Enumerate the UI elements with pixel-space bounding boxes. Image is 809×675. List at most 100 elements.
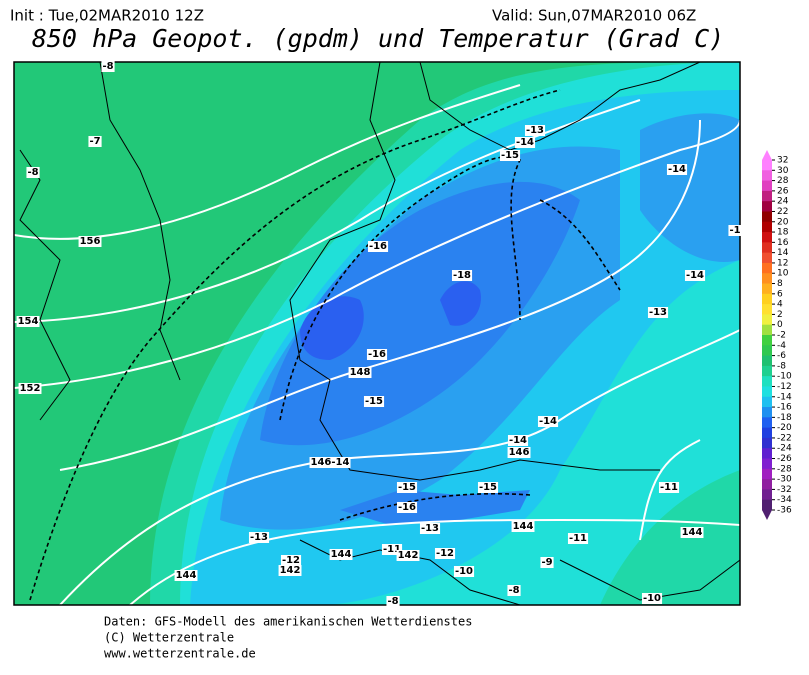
contour-label: 146-14 [309, 457, 351, 468]
colorbar-swatch [762, 273, 772, 285]
colorbar-swatch [762, 335, 772, 346]
colorbar-swatch [762, 221, 772, 233]
colorbar-label: 0 [777, 320, 783, 330]
contour-label: 156 [78, 236, 102, 247]
colorbar-swatch [762, 427, 772, 439]
colorbar-swatch [762, 170, 772, 182]
contour-label-text: -7 [89, 136, 100, 147]
colorbar-swatch [762, 242, 772, 254]
contour-label-text: -8 [102, 61, 113, 72]
colorbar-label: -10 [777, 372, 792, 382]
colorbar-swatch [762, 479, 772, 490]
contour-label-text: -15 [479, 482, 497, 493]
contour-label-text: 144 [682, 527, 703, 538]
label-box [511, 521, 535, 532]
label-box [396, 550, 420, 561]
colorbar-swatch [762, 365, 772, 377]
colorbar-swatch [762, 345, 772, 357]
valid-time: Valid: Sun,07MAR2010 06Z [492, 7, 696, 25]
label-box [524, 125, 546, 136]
label-box [453, 566, 475, 577]
contour-label-text: -12 [282, 555, 300, 566]
map: -8-7-8156154152-16-18-16148-15-15-14-13-… [13, 61, 742, 607]
colorbar-label: 16 [777, 238, 789, 248]
colorbar-cap [762, 150, 772, 160]
contour-label: -16 [396, 502, 418, 513]
colorbar-swatch [762, 160, 772, 171]
contour-label: -14 [514, 137, 536, 148]
colorbar-label: 14 [777, 248, 789, 258]
contour-label-text: 142 [280, 565, 301, 576]
label-box [26, 167, 40, 178]
contour-label: -13 [524, 125, 546, 136]
colorbar-label: -26 [777, 454, 792, 464]
contour-label: -8 [26, 167, 40, 178]
label-box [18, 383, 42, 394]
contour-label-text: -8 [27, 167, 38, 178]
contour-label-text: -14 [516, 137, 534, 148]
contour-label: -11 [381, 544, 403, 555]
contour-label: -9 [540, 557, 554, 568]
colorbar-label: -30 [777, 475, 792, 485]
contour-label-text: -15 [365, 396, 383, 407]
contour-label: -8 [386, 596, 400, 607]
contour-label-text: -16 [369, 241, 387, 252]
label-box [477, 482, 499, 493]
contour-label: -15 [363, 396, 385, 407]
colorbar-swatch [762, 499, 772, 511]
colorbar-swatch [762, 304, 772, 315]
colorbar-label: 8 [777, 279, 783, 289]
contour-label-text: -15 [501, 150, 519, 161]
colorbar-label: 6 [777, 289, 783, 299]
contour-label: 144 [329, 549, 353, 560]
label-box [396, 502, 418, 513]
contour-label-text: -14 [686, 270, 704, 281]
colorbar-swatch [762, 180, 772, 192]
contour-label-text: -13 [250, 532, 268, 543]
contour-label-text: -13 [526, 125, 544, 136]
colorbar-swatch [762, 201, 772, 212]
colorbar-swatch [762, 448, 772, 460]
contour-label-text: 146-14 [311, 457, 350, 468]
colorbar-label: -8 [777, 361, 786, 371]
contour-label: -10 [453, 566, 475, 577]
colorbar-swatch [762, 293, 772, 305]
contour-label: -14 [684, 270, 706, 281]
label-box [174, 570, 198, 581]
label-box [641, 593, 663, 604]
colorbar-label: -6 [777, 351, 786, 361]
colorbar-label: -12 [777, 382, 792, 392]
label-box [101, 61, 115, 72]
contour-label-text: -14 [509, 435, 527, 446]
label-box [540, 557, 554, 568]
label-box [434, 548, 456, 559]
contour-label: 154 [16, 316, 40, 327]
contour-label-text: -11 [569, 533, 587, 544]
contour-label: 144 [680, 527, 704, 538]
colorbar-swatch [762, 386, 772, 398]
contour-label-text: 152 [20, 383, 41, 394]
colorbar-label: 10 [777, 269, 789, 279]
contour-label-text: -14 [539, 416, 557, 427]
colorbar-label: -4 [777, 341, 786, 351]
contour-label: -13 [647, 307, 669, 318]
contour-label-text: -8 [508, 585, 519, 596]
colorbar-label: -24 [777, 444, 792, 454]
contour-label: -1 [728, 225, 742, 236]
colorbar-label: 28 [777, 176, 789, 186]
contour-label: 144 [511, 521, 535, 532]
footer-line: (C) Wetterzentrale [104, 631, 234, 645]
colorbar-swatch [762, 355, 772, 367]
contour-label: -8 [101, 61, 115, 72]
colorbar-swatch [762, 262, 772, 274]
label-box [78, 236, 102, 247]
contour-label: -16 [367, 241, 389, 252]
label-box [451, 270, 473, 281]
label-box [567, 533, 589, 544]
colorbar: 32302826242220181614121086420-2-4-6-8-10… [762, 150, 792, 520]
colorbar-label: 22 [777, 207, 788, 217]
colorbar-label: 4 [777, 300, 783, 310]
colorbar-label: -32 [777, 485, 792, 495]
label-box [381, 544, 403, 555]
